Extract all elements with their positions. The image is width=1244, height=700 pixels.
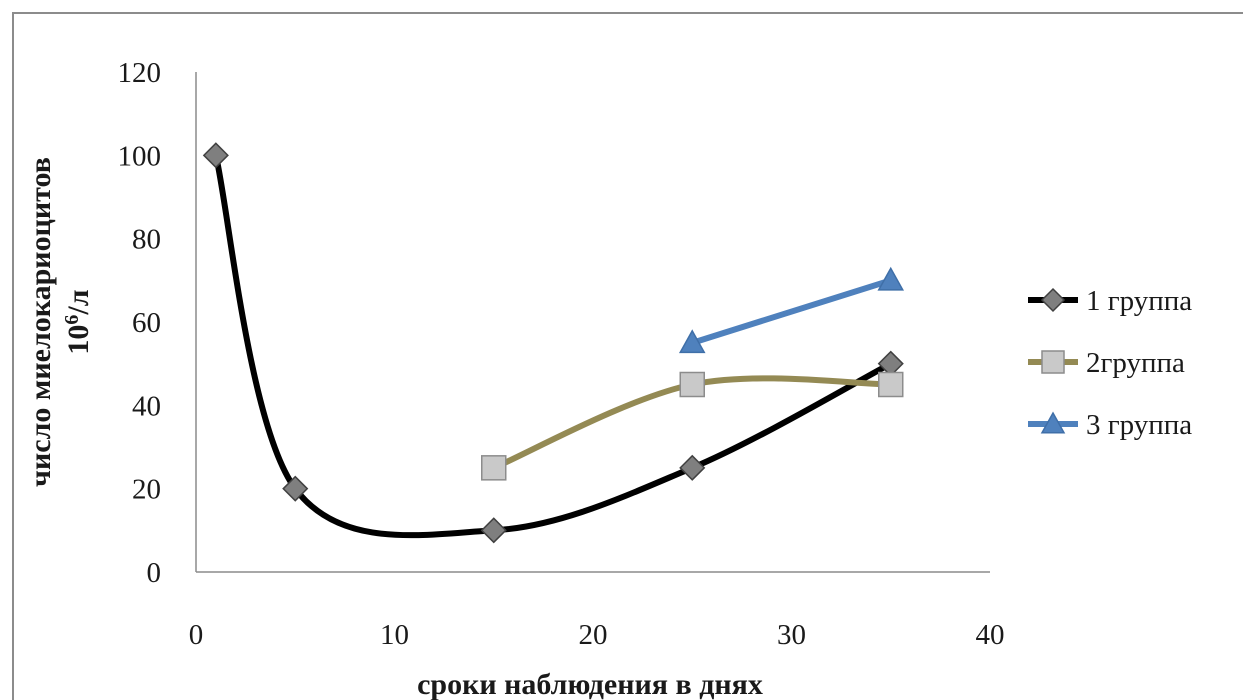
legend-item: 3 группа — [1028, 409, 1192, 441]
legend: 1 группа 2группа 3 группа — [1028, 285, 1192, 441]
y-axis-title-unit: /л — [62, 289, 95, 315]
series-layer — [212, 152, 894, 539]
legend-label: 2группа — [1086, 347, 1185, 379]
series-line-1 — [212, 152, 894, 539]
legend-swatch-marker — [1040, 411, 1066, 434]
chart-frame — [12, 12, 1243, 700]
x-axis-title: сроки наблюдения в днях — [417, 668, 763, 700]
x-tick-label: 0 — [189, 619, 204, 651]
x-tick-label: 30 — [777, 619, 806, 651]
y-tick-label: 20 — [132, 474, 161, 506]
x-tick-label: 10 — [380, 619, 409, 651]
legend-swatch-marker — [1041, 350, 1065, 374]
markers-layer — [202, 142, 905, 544]
y-axis-title: число миелокариоцитов 106/л — [24, 157, 95, 487]
x-tick-label: 20 — [579, 619, 608, 651]
y-tick-label: 0 — [147, 557, 162, 589]
data-point-series-1 — [202, 142, 229, 169]
y-tick-label: 40 — [132, 390, 161, 422]
series-line-3 — [689, 277, 894, 346]
axes — [195, 72, 990, 573]
data-point-series-3 — [877, 266, 905, 291]
legend-swatch-marker — [1040, 287, 1066, 313]
data-point-series-2 — [878, 371, 904, 398]
y-tick-label: 60 — [132, 307, 161, 339]
data-point-series-1 — [282, 475, 309, 502]
x-tick-label: 40 — [976, 619, 1005, 651]
data-point-series-2 — [481, 455, 507, 481]
data-point-series-1 — [480, 517, 507, 544]
y-axis-title-line2: 106/л — [61, 289, 95, 354]
legend-label: 3 группа — [1086, 409, 1192, 441]
y-axis-title-sup: 6 — [61, 315, 83, 325]
data-point-series-2 — [679, 371, 705, 398]
legend-item: 2группа — [1028, 347, 1185, 379]
y-tick-label: 100 — [118, 140, 162, 172]
y-tick-label: 120 — [118, 57, 162, 89]
data-point-series-1 — [679, 454, 706, 481]
y-axis-title-base: 10 — [62, 325, 95, 355]
tick-labels: 0 20 40 60 80 100 120 0 10 20 30 40 — [118, 57, 1005, 651]
y-axis-title-line1: число миелокариоцитов — [24, 157, 57, 487]
legend-item: 1 группа — [1028, 285, 1192, 317]
y-tick-label: 80 — [132, 224, 161, 256]
data-point-series-3 — [678, 329, 706, 354]
legend-label: 1 группа — [1086, 285, 1192, 317]
